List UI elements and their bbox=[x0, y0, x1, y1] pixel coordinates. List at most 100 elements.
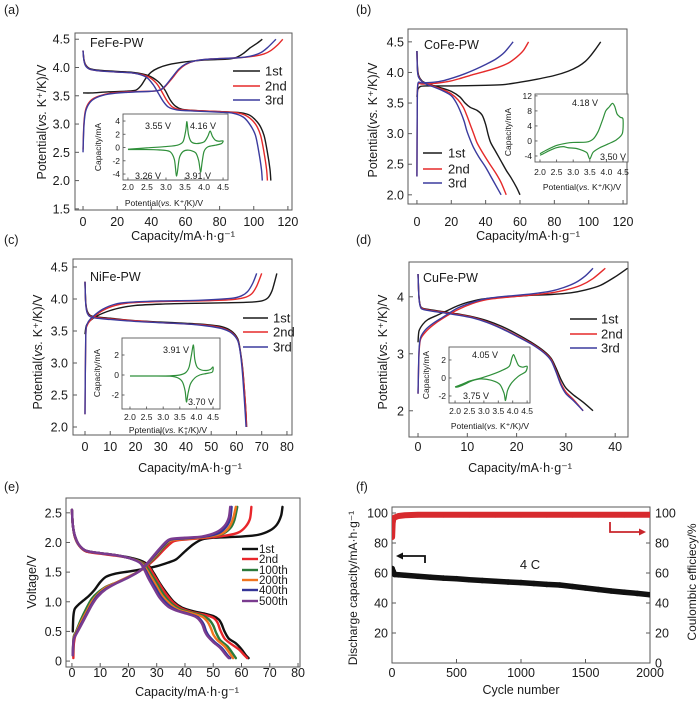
y2-tick-label: 80 bbox=[655, 537, 669, 551]
inset-cv-curve bbox=[539, 102, 624, 160]
y2-tick-label: 0 bbox=[655, 657, 662, 671]
inset-x-tick-label: 4.0 bbox=[507, 406, 519, 416]
inset-plot-area bbox=[129, 344, 214, 403]
y-axis-label-part: vs. bbox=[31, 341, 45, 357]
legend-label: 3rd bbox=[448, 176, 467, 191]
inset-x-axis-label-part: K⁺/K)/V bbox=[172, 198, 204, 208]
x-tick-label: 40 bbox=[144, 215, 158, 229]
legend-label: 1st bbox=[448, 146, 466, 161]
series-3rd-charge-line bbox=[416, 41, 514, 177]
inset-y-axis-label: Capacity/mA bbox=[421, 351, 431, 400]
y-tick-label: 2.5 bbox=[53, 146, 70, 160]
x-tick-label: 80 bbox=[280, 440, 294, 454]
capacity-data-point bbox=[427, 574, 434, 580]
y2-tick-label: 60 bbox=[655, 567, 669, 581]
efficiency-data-point bbox=[569, 512, 576, 518]
x-axis-label: Capacity/mA·h·g⁻¹ bbox=[468, 461, 572, 475]
legend-label: 3rd bbox=[601, 341, 620, 356]
x-tick-label: 10 bbox=[93, 666, 107, 680]
y-tick-label: 80 bbox=[374, 537, 388, 551]
efficiency-data-point bbox=[395, 513, 402, 519]
efficiency-data-point bbox=[518, 512, 524, 518]
efficiency-data-point bbox=[595, 512, 602, 518]
x-axis-label: Cycle number bbox=[482, 683, 559, 697]
plot-area bbox=[416, 41, 602, 196]
peak-annotation: 4.16 V bbox=[190, 121, 216, 131]
x-tick-label: 30 bbox=[559, 440, 573, 454]
inset-x-axis-label-part: vs. bbox=[579, 182, 590, 192]
capacity-data-point bbox=[608, 588, 615, 594]
inset-x-tick-label: 3.0 bbox=[478, 406, 490, 416]
x-tick-label: 50 bbox=[206, 666, 220, 680]
x-tick-label: 80 bbox=[213, 215, 227, 229]
inset-x-axis-label-part: Potential( bbox=[451, 421, 487, 431]
series-3rd-discharge-line bbox=[84, 281, 247, 428]
chart-title: CuFe-PW bbox=[423, 271, 478, 285]
x-axis-label: Capacity/mA·h·g⁻¹ bbox=[476, 229, 580, 243]
panel-label: (e) bbox=[4, 480, 19, 494]
y-tick-label: 3 bbox=[397, 347, 404, 361]
inset-y-tick-label: 4 bbox=[115, 116, 120, 126]
x-tick-label: 1500 bbox=[572, 666, 600, 680]
y-tick-label: 3.0 bbox=[387, 127, 404, 141]
inset-x-tick-label: 3.0 bbox=[160, 182, 172, 192]
series-500th-discharge-line bbox=[70, 508, 230, 660]
x-tick-label: 20 bbox=[122, 666, 136, 680]
x-axis-label: Capacity/mA·h·g⁻¹ bbox=[135, 685, 239, 699]
y-tick-label: 4.5 bbox=[51, 261, 68, 275]
peak-annotation: 3.50 V bbox=[600, 152, 626, 162]
capacity-data-point bbox=[621, 589, 627, 595]
y-tick-label: 2 bbox=[397, 404, 404, 418]
y-axis-label: Potential(vs. K⁺/K)/V bbox=[31, 294, 45, 410]
panel-f: (f)0 500 1000 1500 2000204060801000204060801… bbox=[346, 480, 699, 697]
capacity-data-point bbox=[492, 578, 499, 585]
panel-label: (a) bbox=[4, 3, 19, 17]
arrow-head bbox=[639, 528, 646, 536]
y-tick-label: 3.5 bbox=[387, 97, 404, 111]
inset-y-tick-label: 2 bbox=[114, 350, 119, 360]
peak-annotation: 3.75 V bbox=[463, 391, 489, 401]
y-axis-label: Potential(vs. K⁺/K)/V bbox=[35, 64, 49, 180]
legend-label: 200th bbox=[259, 575, 288, 587]
y-tick-label: 2.5 bbox=[45, 506, 62, 520]
series-500th-charge-line bbox=[71, 505, 232, 657]
y-axis-label-part: Potential( bbox=[31, 356, 45, 410]
x-tick-label: 0 bbox=[82, 440, 89, 454]
x-tick-label: 0 bbox=[415, 440, 422, 454]
capacity-data-point bbox=[518, 579, 524, 586]
capacity-data-point bbox=[453, 575, 460, 582]
plot-frame bbox=[65, 497, 301, 668]
y-tick-label: 3.0 bbox=[51, 357, 68, 371]
capacity-data-point bbox=[647, 591, 650, 598]
y-axis-label-part: K⁺/K)/V bbox=[366, 62, 380, 109]
y-axis-label-part: K⁺/K)/V bbox=[35, 64, 49, 111]
x-tick-label: 0 bbox=[413, 215, 420, 229]
y-axis-label: Potential(vs. K⁺/K)/V bbox=[376, 294, 390, 410]
y-axis-label-part: K⁺/K)/V bbox=[376, 294, 390, 341]
efficiency-data-point bbox=[621, 512, 627, 518]
y-tick-label: 4.0 bbox=[387, 66, 404, 80]
inset-cv-plot: 2.0 2.5 3.0 3.5 4.0 4.5 2 0 -2 3.91 V 3.70 V Potent… bbox=[92, 337, 221, 435]
plot-frame bbox=[408, 261, 629, 438]
y-axis-label-part: Potential( bbox=[35, 126, 49, 180]
series-2nd-charge-line bbox=[417, 267, 606, 394]
x-tick-label: 60 bbox=[179, 215, 193, 229]
inset-cv-curve bbox=[129, 344, 214, 403]
panel-d: (d)0 10 20 30 40234CuFe-PW1st2nd3rdCapacity/… bbox=[356, 233, 629, 475]
x-tick-label: 20 bbox=[444, 215, 458, 229]
inset-x-tick-label: 4.0 bbox=[600, 167, 612, 177]
y-axis-label-part: vs. bbox=[376, 341, 390, 357]
inset-x-tick-label: 4.5 bbox=[217, 182, 229, 192]
x-tick-label: 40 bbox=[479, 215, 493, 229]
peak-annotation: 3.70 V bbox=[188, 397, 214, 407]
inset-x-tick-label: 2.0 bbox=[449, 406, 461, 416]
arrow-head bbox=[396, 552, 403, 560]
y-axis-label: Potential(vs. K⁺/K)/V bbox=[366, 62, 380, 178]
efficiency-data-point bbox=[492, 512, 499, 518]
inset-x-axis-label: Potential(vs. K⁺/K)/V bbox=[125, 198, 204, 208]
chart-title: CoFe-PW bbox=[424, 38, 479, 52]
